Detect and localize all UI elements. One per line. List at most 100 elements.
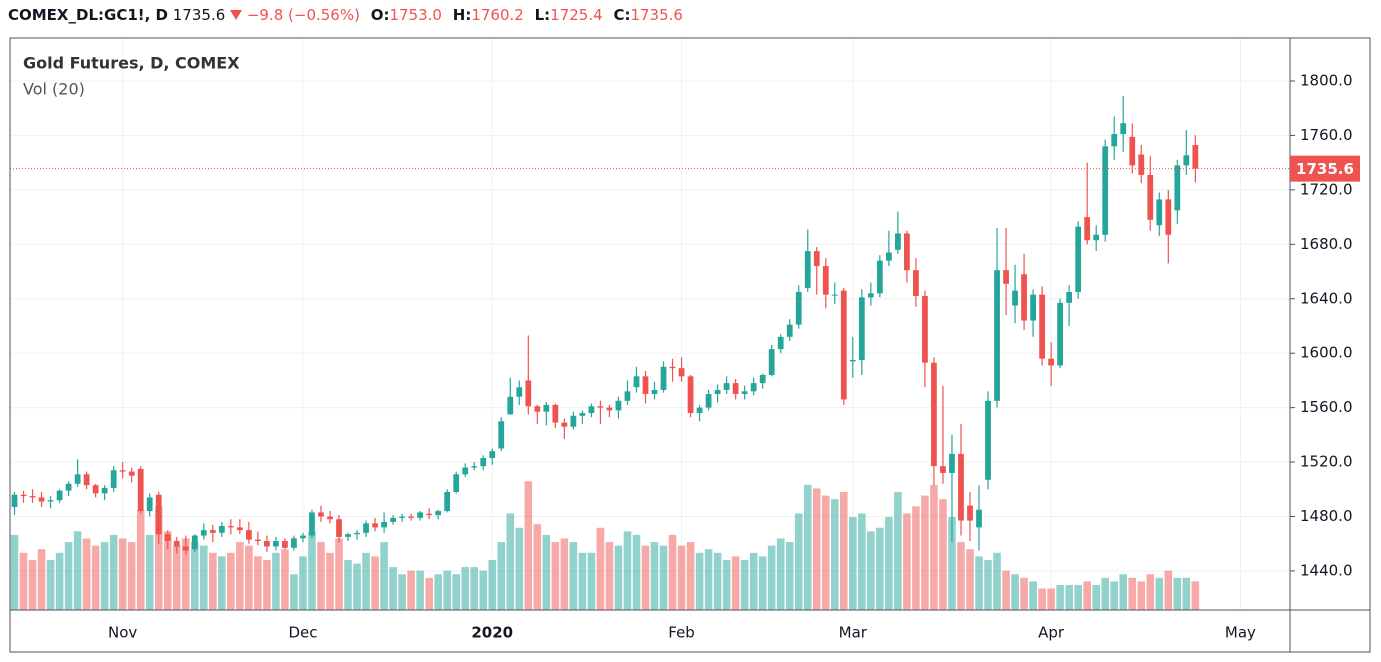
volume-bar xyxy=(1011,574,1019,610)
low-value: 1725.4 xyxy=(550,6,603,24)
volume-bar xyxy=(497,542,506,610)
volume-bar xyxy=(1191,581,1200,610)
volume-bar xyxy=(939,499,947,610)
volume-bar xyxy=(1164,570,1173,610)
volume-bar xyxy=(1047,588,1055,610)
volume-bar xyxy=(876,527,884,610)
volume-bar xyxy=(416,570,424,610)
candle-body xyxy=(867,293,874,298)
volume-bar xyxy=(1038,588,1046,610)
candle-body xyxy=(191,535,198,550)
candle-body xyxy=(615,400,622,411)
candle-body xyxy=(119,470,126,472)
candle-body xyxy=(606,407,613,411)
candle-body xyxy=(705,394,712,408)
last-price: 1735.6 xyxy=(172,6,226,24)
volume-bar xyxy=(650,542,659,610)
candle-body xyxy=(29,496,36,498)
volume-bar xyxy=(1020,577,1028,610)
candle-body xyxy=(931,362,937,467)
open-value: 1753.0 xyxy=(389,6,442,24)
candle-body xyxy=(101,487,108,494)
volume-bar xyxy=(560,538,569,610)
candle-body xyxy=(858,297,865,360)
volume-bar xyxy=(803,484,812,610)
volume-bar xyxy=(587,552,596,610)
volume-bar xyxy=(740,559,749,610)
volume-bar xyxy=(263,559,271,610)
volume-bar xyxy=(542,534,551,610)
candle-body xyxy=(597,406,604,408)
candle-body xyxy=(74,474,81,484)
candle-body xyxy=(1111,134,1118,147)
candle-body xyxy=(786,324,793,337)
candle-body xyxy=(985,400,991,480)
candle-body xyxy=(291,538,297,548)
volume-bar xyxy=(849,517,857,610)
volume-bar xyxy=(758,556,767,610)
candle-body xyxy=(976,509,982,528)
volume-bar xyxy=(344,559,352,610)
volume-bar xyxy=(704,549,713,610)
volume-bar xyxy=(1029,581,1037,610)
candle-body xyxy=(1183,155,1190,166)
candle-body xyxy=(579,413,586,416)
candle-body xyxy=(750,383,757,392)
volume-bar xyxy=(1002,570,1010,610)
candle-body xyxy=(47,500,54,502)
volume-bar xyxy=(569,542,578,610)
volume-bar xyxy=(479,570,488,610)
volume-bar xyxy=(1155,577,1164,610)
volume-bar xyxy=(434,574,442,610)
candle-body xyxy=(1057,302,1064,366)
candle-body xyxy=(741,391,748,395)
candle-body xyxy=(137,468,144,512)
candle-body xyxy=(714,389,721,395)
x-tick-label: Apr xyxy=(1038,624,1065,642)
candle-body xyxy=(155,494,162,535)
candle-body xyxy=(831,294,838,296)
candle-body xyxy=(1048,358,1055,366)
volume-bar xyxy=(930,484,938,610)
y-tick-label: 1600.0 xyxy=(1300,344,1353,362)
volume-bar xyxy=(1056,584,1064,610)
volume-bar xyxy=(551,542,560,610)
candle-body xyxy=(570,415,577,427)
candle-body xyxy=(904,233,910,271)
volume-bar xyxy=(713,552,722,610)
candle-body xyxy=(723,383,730,390)
candle-body xyxy=(453,474,460,493)
volume-bar xyxy=(91,545,100,610)
volume-bar xyxy=(290,574,298,610)
candle-body xyxy=(426,513,433,516)
candle-body xyxy=(1174,165,1181,211)
volume-bar xyxy=(776,538,785,610)
volume-bar xyxy=(461,567,469,610)
x-tick-label: Nov xyxy=(108,624,137,642)
candle-body xyxy=(633,376,640,388)
candle-body xyxy=(83,474,90,486)
volume-bar xyxy=(1101,577,1109,610)
volume-bar xyxy=(921,495,929,610)
y-tick-label: 1680.0 xyxy=(1300,235,1353,253)
volume-bar xyxy=(209,552,217,610)
candle-body xyxy=(940,466,946,473)
candle-body xyxy=(1156,199,1163,226)
volume-bar xyxy=(614,545,623,610)
last-price-tag xyxy=(1290,155,1360,182)
candle-body xyxy=(65,483,72,491)
volume-bar xyxy=(407,570,415,610)
y-tick-label: 1520.0 xyxy=(1300,453,1353,471)
candle-body xyxy=(768,349,775,375)
candle-body xyxy=(876,260,883,294)
candle-body xyxy=(813,251,820,267)
volume-bar xyxy=(326,552,334,610)
volume-bar xyxy=(281,549,289,610)
candle-body xyxy=(1084,217,1091,241)
high-value: 1760.2 xyxy=(471,6,524,24)
chart-frame xyxy=(9,37,1371,653)
volume-bar xyxy=(840,492,848,610)
volume-bar xyxy=(767,545,776,610)
y-tick-label: 1760.0 xyxy=(1300,126,1353,144)
